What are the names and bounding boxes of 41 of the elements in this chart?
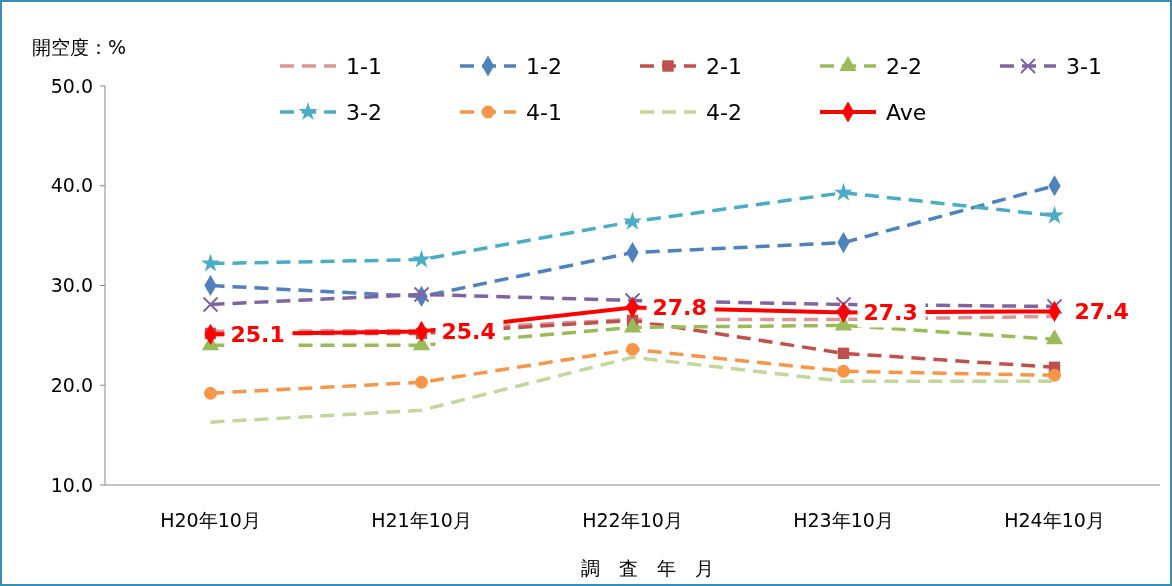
legend-label: 4-1 xyxy=(526,99,562,125)
data-label: 27.4 xyxy=(1074,299,1129,325)
legend-label: 2-1 xyxy=(706,53,742,79)
legend-label: 4-2 xyxy=(706,99,742,125)
y-tick-label: 10.0 xyxy=(50,473,93,496)
legend-label: 3-1 xyxy=(1066,53,1102,79)
data-label: 27.3 xyxy=(863,300,918,326)
y-tick-label: 50.0 xyxy=(50,74,93,97)
point xyxy=(1045,205,1064,224)
x-tick-label: H22年10月 xyxy=(582,509,683,531)
point xyxy=(1048,368,1061,382)
x-axis-title: 調 査 年 月 xyxy=(581,557,714,579)
point xyxy=(202,296,219,313)
point xyxy=(837,347,850,360)
point xyxy=(624,292,641,309)
point xyxy=(837,364,850,378)
point xyxy=(626,342,639,356)
data-label: 25.4 xyxy=(441,319,496,345)
legend-label: 3-2 xyxy=(346,99,382,125)
x-tick-label: H21年10月 xyxy=(371,509,472,531)
x-tick-label: H24年10月 xyxy=(1004,509,1105,531)
point xyxy=(204,386,217,400)
y-tick-label: 20.0 xyxy=(50,373,93,396)
point xyxy=(201,253,220,272)
x-tick-label: H20年10月 xyxy=(160,509,261,531)
point xyxy=(412,249,431,268)
point xyxy=(835,296,852,313)
point xyxy=(623,211,642,230)
y-tick-label: 30.0 xyxy=(50,274,93,297)
point xyxy=(834,182,853,201)
legend-label: Ave xyxy=(886,99,927,125)
legend-label: 2-2 xyxy=(886,53,922,79)
point xyxy=(413,286,430,303)
legend-label: 1-1 xyxy=(346,53,382,79)
x-tick-label: H23年10月 xyxy=(793,509,894,531)
data-label: 25.1 xyxy=(230,322,285,348)
y-axis-title: 開空度：% xyxy=(32,36,127,58)
point xyxy=(415,375,428,389)
data-label: 27.8 xyxy=(652,295,707,321)
y-tick-label: 40.0 xyxy=(50,174,93,197)
legend-label: 1-2 xyxy=(526,53,562,79)
